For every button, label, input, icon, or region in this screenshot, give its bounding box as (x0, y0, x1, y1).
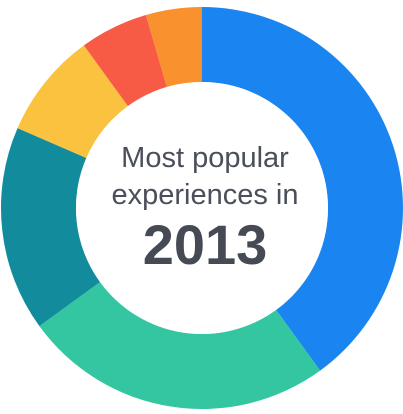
donut-slice-6 (145, 7, 202, 88)
donut-hole (76, 82, 328, 334)
center-year: 2013 (143, 213, 268, 276)
donut-slice-1 (202, 7, 403, 371)
center-title-line-1: Most popular (121, 142, 289, 174)
donut-slice-4 (17, 45, 128, 158)
donut-slices (1, 7, 403, 409)
donut-slice-2 (39, 282, 321, 409)
donut-slice-3 (1, 128, 101, 327)
donut-slice-5 (83, 14, 167, 107)
center-title-line-2: experiences in (112, 179, 299, 211)
